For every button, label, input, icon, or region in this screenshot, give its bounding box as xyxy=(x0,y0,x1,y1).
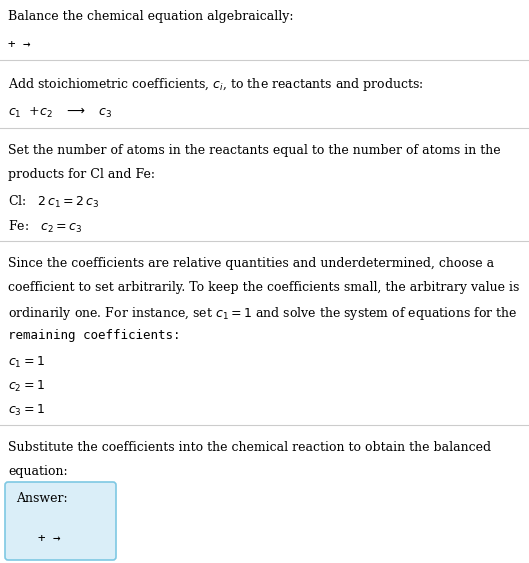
Text: Add stoichiometric coefficients, $c_i$, to the reactants and products:: Add stoichiometric coefficients, $c_i$, … xyxy=(8,76,424,93)
Text: coefficient to set arbitrarily. To keep the coefficients small, the arbitrary va: coefficient to set arbitrarily. To keep … xyxy=(8,281,519,294)
Text: Cl:   $2\,c_1 = 2\,c_3$: Cl: $2\,c_1 = 2\,c_3$ xyxy=(8,194,99,210)
Text: ordinarily one. For instance, set $c_1 = 1$ and solve the system of equations fo: ordinarily one. For instance, set $c_1 =… xyxy=(8,305,518,322)
Text: $c_1 = 1$: $c_1 = 1$ xyxy=(8,355,45,370)
Text: $c_2 = 1$: $c_2 = 1$ xyxy=(8,379,45,394)
Text: Fe:   $c_2 = c_3$: Fe: $c_2 = c_3$ xyxy=(8,219,82,235)
Text: remaining coefficients:: remaining coefficients: xyxy=(8,329,180,342)
Text: Answer:: Answer: xyxy=(16,492,68,505)
Text: $c_1$  +$c_2$   $\longrightarrow$   $c_3$: $c_1$ +$c_2$ $\longrightarrow$ $c_3$ xyxy=(8,106,112,120)
Text: + →: + → xyxy=(8,38,31,51)
Text: $c_3 = 1$: $c_3 = 1$ xyxy=(8,403,45,418)
Text: products for Cl and Fe:: products for Cl and Fe: xyxy=(8,168,155,181)
Text: Set the number of atoms in the reactants equal to the number of atoms in the: Set the number of atoms in the reactants… xyxy=(8,144,500,157)
Text: Balance the chemical equation algebraically:: Balance the chemical equation algebraica… xyxy=(8,10,294,23)
FancyBboxPatch shape xyxy=(5,482,116,560)
Text: Since the coefficients are relative quantities and underdetermined, choose a: Since the coefficients are relative quan… xyxy=(8,257,494,270)
Text: + →: + → xyxy=(38,532,60,545)
Text: Substitute the coefficients into the chemical reaction to obtain the balanced: Substitute the coefficients into the che… xyxy=(8,441,491,454)
Text: equation:: equation: xyxy=(8,465,68,478)
